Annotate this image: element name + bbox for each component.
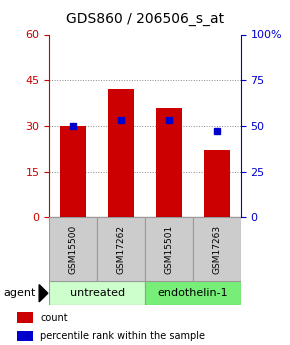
- Text: GDS860 / 206506_s_at: GDS860 / 206506_s_at: [66, 12, 224, 26]
- Text: GSM17263: GSM17263: [212, 225, 221, 274]
- Text: count: count: [40, 313, 68, 323]
- Text: agent: agent: [3, 288, 35, 298]
- Bar: [17, 331, 33, 342]
- Bar: [17, 313, 33, 323]
- Bar: [49, 217, 97, 281]
- Text: GSM17262: GSM17262: [117, 225, 126, 274]
- Text: percentile rank within the sample: percentile rank within the sample: [40, 331, 205, 341]
- Bar: [97, 217, 145, 281]
- Bar: [145, 217, 193, 281]
- Bar: [108, 89, 134, 217]
- Bar: [193, 217, 241, 281]
- Text: GSM15500: GSM15500: [69, 225, 78, 274]
- Bar: [204, 150, 230, 217]
- Bar: [49, 281, 145, 305]
- Text: untreated: untreated: [70, 288, 125, 298]
- Bar: [145, 281, 241, 305]
- Polygon shape: [39, 285, 48, 302]
- Bar: [156, 108, 182, 217]
- Bar: [60, 126, 86, 217]
- Text: endothelin-1: endothelin-1: [157, 288, 228, 298]
- Text: GSM15501: GSM15501: [164, 225, 173, 274]
